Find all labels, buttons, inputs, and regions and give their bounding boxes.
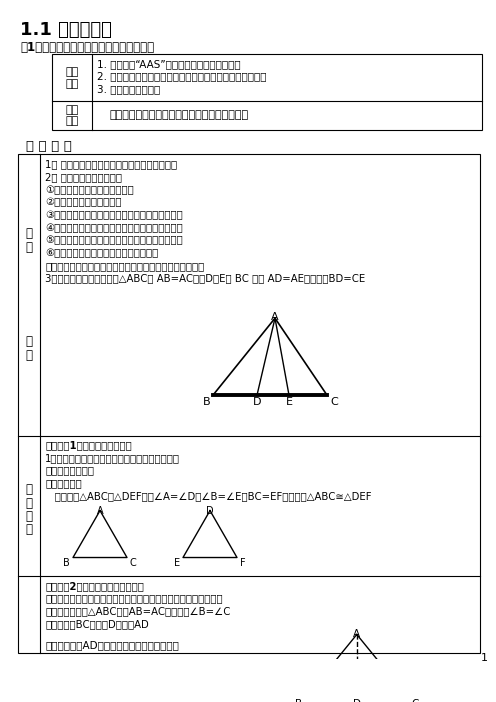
Text: 1. 通过证明“AAS”掌握证明定理的基本步骤；: 1. 通过证明“AAS”掌握证明定理的基本步骤； <box>97 59 241 69</box>
Text: B: B <box>295 699 302 702</box>
Text: ①公理：同位角，两直线平行。: ①公理：同位角，两直线平行。 <box>45 185 134 195</box>
Text: E: E <box>286 397 293 407</box>
Text: 文: 文 <box>25 227 33 240</box>
Text: 2、 列举我们已知道的公理: 2、 列举我们已知道的公理 <box>45 172 122 183</box>
Text: 重点
难点: 重点 难点 <box>65 105 79 126</box>
Bar <box>18 154 480 654</box>
Text: 探究展示2：等腰三角形的性质定理: 探究展示2：等腰三角形的性质定理 <box>45 581 144 591</box>
Text: ②公理：两直线，同位角。: ②公理：两直线，同位角。 <box>45 197 122 208</box>
Text: 1、 请你用自己的语言说一说证明的基本步骤。: 1、 请你用自己的语言说一说证明的基本步骤。 <box>45 159 177 170</box>
Text: 流: 流 <box>25 241 33 254</box>
Text: 探: 探 <box>25 510 33 523</box>
Text: 作: 作 <box>25 496 33 510</box>
Text: ③公理：的两个三角形全等。（简称，字母表示）: ③公理：的两个三角形全等。（简称，字母表示） <box>45 210 183 220</box>
Text: 已知：在△ABC和△DEF中，∠A=∠D，∠B=∠E，BC=EF，求证：△ABC≅△DEF: 已知：在△ABC和△DEF中，∠A=∠D，∠B=∠E，BC=EF，求证：△ABC… <box>45 491 372 501</box>
Text: 习: 习 <box>25 349 33 362</box>
Text: 学 习 过 程: 学 习 过 程 <box>26 140 72 153</box>
Text: F: F <box>240 559 246 569</box>
Text: 第1课时三角形的全等和等腰三角形的性质: 第1课时三角形的全等和等腰三角形的性质 <box>20 41 154 54</box>
Text: A: A <box>271 312 279 322</box>
Text: 3、预习检测：已知如图，△ABC中 AB=AC，点D、E在 BC 上且 AD=AE，求证：BD=CE: 3、预习检测：已知如图，△ABC中 AB=AC，点D、E在 BC 上且 AD=A… <box>45 274 365 284</box>
Text: D: D <box>253 397 261 407</box>
Text: ④公理：的两个三角形全等。（简称，字母表示）: ④公理：的两个三角形全等。（简称，字母表示） <box>45 223 183 233</box>
Text: 1.1 等腰三角形: 1.1 等腰三角形 <box>20 20 112 39</box>
Text: B: B <box>63 559 70 569</box>
Text: ⑤公理：的两个三角形全等。（简称，字母表示）: ⑤公理：的两个三角形全等。（简称，字母表示） <box>45 236 183 246</box>
Text: 3. 培养及展推理能力: 3. 培养及展推理能力 <box>97 84 160 95</box>
Text: 等腰三角形的性质：等腰三角形的两个底角相等（简称：等对等）: 等腰三角形的性质：等腰三角形的两个底角相等（简称：等对等） <box>45 594 223 604</box>
Text: C: C <box>330 397 338 407</box>
Text: C: C <box>412 699 419 702</box>
Text: E: E <box>174 559 180 569</box>
Text: 推论：（简写为）: 推论：（简写为） <box>45 465 94 475</box>
Text: 学习
目标: 学习 目标 <box>65 67 79 88</box>
Text: ⑥公理：全等三角形的对应边，对应角。: ⑥公理：全等三角形的对应边，对应角。 <box>45 249 158 258</box>
Text: 等腰三角形性质定理的推理，及定理的灵活运用: 等腰三角形性质定理的推理，及定理的灵活运用 <box>110 110 249 121</box>
Text: 已知：如图，在△ABC中，AB=AC，求证：∠B=∠C: 已知：如图，在△ABC中，AB=AC，求证：∠B=∠C <box>45 607 230 616</box>
Text: 2. 证明等腰三角形的性质定理并会定理解简单的图形问题。: 2. 证明等腰三角形的性质定理并会定理解简单的图形问题。 <box>97 72 266 81</box>
Text: A: A <box>97 506 103 516</box>
Text: 1: 1 <box>481 654 488 663</box>
Text: 究: 究 <box>25 523 33 536</box>
Text: 注：等式的有关性质和不等式的有关性质都可以看作公理。: 注：等式的有关性质和不等式的有关性质都可以看作公理。 <box>45 261 204 271</box>
Text: 预: 预 <box>25 335 33 348</box>
Text: 探究展示1：三角形全等的判定: 探究展示1：三角形全等的判定 <box>45 440 132 450</box>
Bar <box>52 55 482 130</box>
Text: 合: 合 <box>25 484 33 496</box>
Text: B: B <box>202 397 210 407</box>
Text: C: C <box>130 559 137 569</box>
Text: D: D <box>206 506 214 516</box>
Text: 想一想：线段AD还具有怎样的性质？为什么？: 想一想：线段AD还具有怎样的性质？为什么？ <box>45 640 179 650</box>
Text: 1、判定一般的三角形全等还有一种方法是什么？: 1、判定一般的三角形全等还有一种方法是什么？ <box>45 453 180 463</box>
Text: 证明一：取BC的中点D，连接AD: 证明一：取BC的中点D，连接AD <box>45 619 149 629</box>
Text: D: D <box>353 699 361 702</box>
Text: A: A <box>353 629 361 639</box>
Text: 你能证明吗？: 你能证明吗？ <box>45 478 82 488</box>
